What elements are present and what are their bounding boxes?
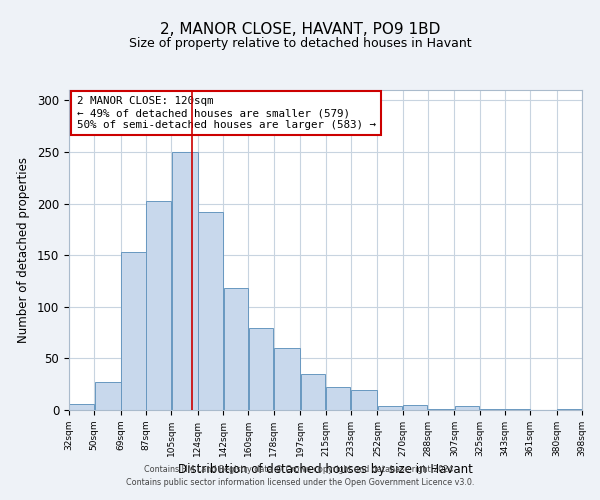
X-axis label: Distribution of detached houses by size in Havant: Distribution of detached houses by size … bbox=[178, 463, 473, 476]
Text: 2 MANOR CLOSE: 120sqm
← 49% of detached houses are smaller (579)
50% of semi-det: 2 MANOR CLOSE: 120sqm ← 49% of detached … bbox=[77, 96, 376, 130]
Bar bbox=[557, 409, 581, 410]
Bar bbox=[480, 409, 505, 410]
Bar bbox=[121, 252, 146, 410]
Bar bbox=[428, 409, 454, 410]
Text: 2, MANOR CLOSE, HAVANT, PO9 1BD: 2, MANOR CLOSE, HAVANT, PO9 1BD bbox=[160, 22, 440, 38]
Bar bbox=[455, 406, 479, 410]
Text: Contains public sector information licensed under the Open Government Licence v3: Contains public sector information licen… bbox=[126, 478, 474, 487]
Bar bbox=[224, 288, 248, 410]
Bar bbox=[301, 374, 325, 410]
Text: Size of property relative to detached houses in Havant: Size of property relative to detached ho… bbox=[128, 38, 472, 51]
Bar bbox=[505, 409, 530, 410]
Bar bbox=[249, 328, 273, 410]
Text: Contains HM Land Registry data © Crown copyright and database right 2024.: Contains HM Land Registry data © Crown c… bbox=[144, 466, 456, 474]
Bar bbox=[95, 382, 121, 410]
Bar bbox=[172, 152, 197, 410]
Bar bbox=[70, 404, 94, 410]
Y-axis label: Number of detached properties: Number of detached properties bbox=[17, 157, 30, 343]
Bar bbox=[378, 406, 402, 410]
Bar bbox=[351, 390, 377, 410]
Bar bbox=[274, 348, 300, 410]
Bar bbox=[146, 202, 171, 410]
Bar bbox=[199, 212, 223, 410]
Bar bbox=[403, 405, 427, 410]
Bar bbox=[326, 388, 350, 410]
